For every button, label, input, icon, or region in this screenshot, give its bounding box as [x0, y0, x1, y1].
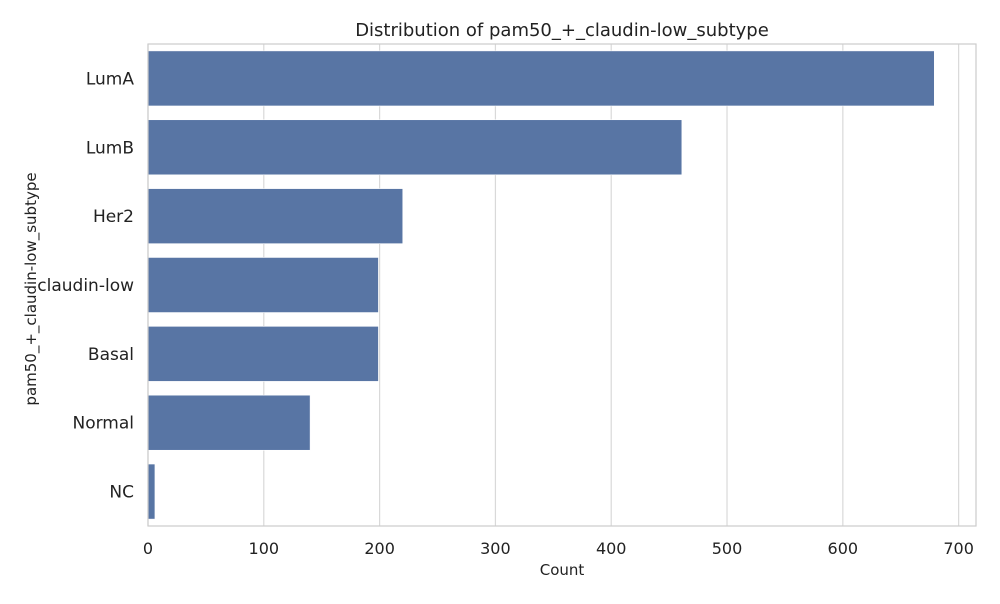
- y-tick-label: LumA: [86, 69, 135, 89]
- x-axis-label: Count: [540, 561, 585, 579]
- x-tick-labels: 0 100 200 300 400 500 600 700: [143, 539, 974, 558]
- x-tick-label: 500: [712, 539, 743, 558]
- bar-her2: [147, 188, 404, 244]
- y-tick-labels: LumA LumB Her2 claudin-low Basal Normal NC: [37, 69, 134, 502]
- bar-basal: [147, 326, 379, 382]
- y-tick-label: claudin-low: [37, 276, 134, 296]
- bar-lumb: [147, 119, 683, 176]
- x-tick-label: 0: [143, 539, 153, 558]
- y-tick-label: LumB: [86, 138, 134, 158]
- bar-nc: [147, 463, 156, 520]
- x-tick-label: 400: [596, 539, 627, 558]
- y-tick-label: Basal: [88, 345, 134, 365]
- y-tick-label: Her2: [93, 207, 134, 227]
- plot-border: [147, 43, 977, 527]
- y-axis-label: pam50_+_claudin-low_subtype: [22, 172, 41, 405]
- x-tick-label: 700: [943, 539, 974, 558]
- y-tick-label: NC: [109, 483, 134, 503]
- bars: [147, 50, 935, 520]
- x-tick-label: 200: [364, 539, 395, 558]
- plot-frame: [147, 43, 977, 527]
- bar-normal: [147, 394, 311, 451]
- x-tick-label: 100: [249, 539, 280, 558]
- x-tick-label: 300: [480, 539, 511, 558]
- bar-claudin-low: [147, 257, 379, 313]
- y-tick-label: Normal: [72, 414, 134, 434]
- x-tick-label: 600: [828, 539, 859, 558]
- bar-luma: [147, 50, 935, 107]
- chart-title: Distribution of pam50_+_claudin-low_subt…: [355, 20, 769, 41]
